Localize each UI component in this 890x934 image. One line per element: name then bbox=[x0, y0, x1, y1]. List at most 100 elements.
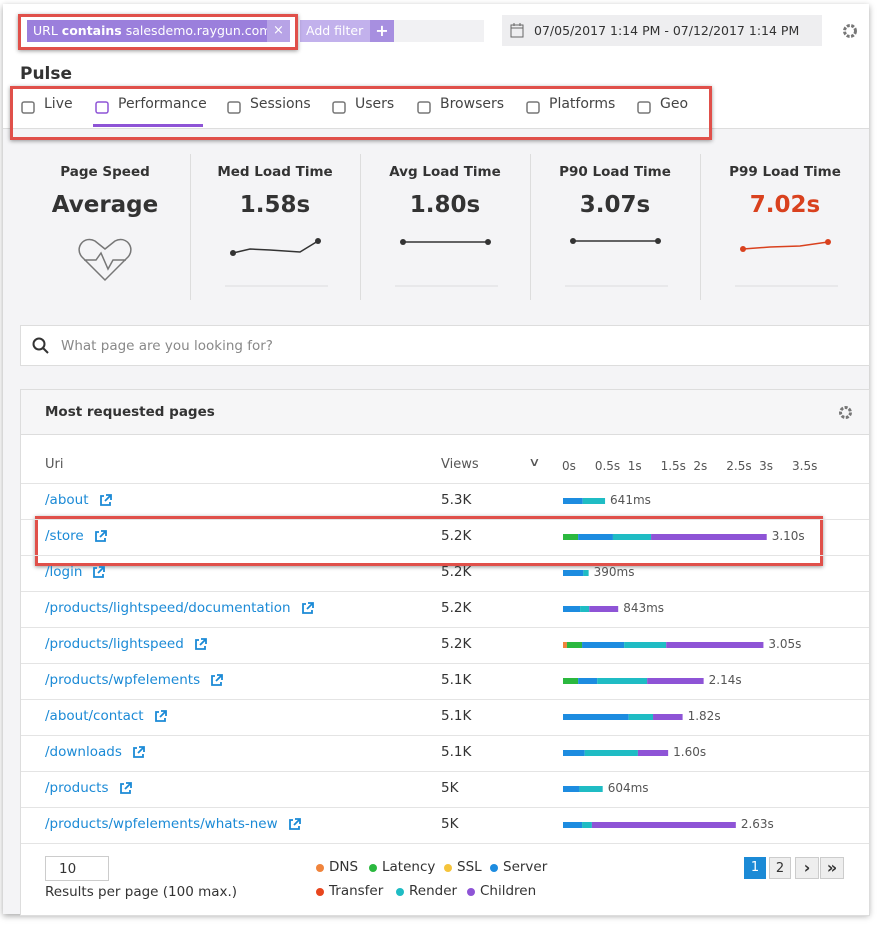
external-link-icon[interactable] bbox=[288, 818, 301, 831]
page-link[interactable]: /downloads bbox=[45, 744, 122, 760]
views: 5.1K bbox=[441, 744, 472, 760]
icon-shape bbox=[301, 602, 314, 614]
panel-title: Most requested pages bbox=[45, 404, 215, 420]
x-tick-label: 3.5s bbox=[792, 459, 818, 473]
views: 5.3K bbox=[441, 492, 472, 508]
timing-segment bbox=[579, 786, 603, 792]
sparkline-dot bbox=[315, 238, 321, 244]
calendar-icon bbox=[510, 23, 524, 38]
sort-icon[interactable]: ∨ bbox=[528, 455, 541, 469]
search-box[interactable]: What page are you looking for? bbox=[20, 325, 870, 366]
row-divider bbox=[21, 771, 869, 772]
tab-icon bbox=[526, 101, 540, 114]
remove-filter[interactable]: × bbox=[267, 20, 290, 42]
page-link[interactable]: /products/lightspeed bbox=[45, 636, 184, 652]
kpi-value: 7.02s bbox=[749, 192, 821, 218]
icon-shape bbox=[94, 530, 107, 542]
load-time: 3.05s bbox=[768, 637, 802, 651]
row-divider bbox=[21, 843, 869, 844]
row-divider bbox=[21, 519, 869, 520]
timing-segment bbox=[647, 678, 704, 684]
last-page-button[interactable]: » bbox=[820, 857, 844, 879]
sparkline-dot bbox=[655, 238, 661, 244]
external-link-icon[interactable] bbox=[119, 782, 132, 795]
sparkline bbox=[742, 241, 829, 250]
per-page-input[interactable]: 10 bbox=[45, 856, 109, 881]
timing-segment bbox=[563, 822, 583, 828]
panel-header bbox=[21, 390, 869, 435]
timing-segment bbox=[591, 822, 736, 828]
timing-segment bbox=[584, 750, 638, 756]
external-link-icon[interactable] bbox=[154, 710, 167, 723]
tab[interactable]: Sessions bbox=[250, 96, 311, 112]
load-time: 390ms bbox=[593, 565, 635, 579]
icon-shape bbox=[332, 101, 346, 114]
kpi-graphic bbox=[735, 239, 838, 287]
x-tick-label: 1s bbox=[627, 459, 642, 473]
page-link[interactable]: /login bbox=[45, 564, 83, 580]
icon-shape bbox=[526, 101, 540, 114]
legend-dot bbox=[396, 888, 404, 896]
page-link[interactable]: /products/wpfelements bbox=[45, 672, 201, 688]
page-link[interactable]: /products/lightspeed/documentation bbox=[45, 600, 291, 616]
filter-chip[interactable]: URL contains salesdemo.raygun.com × bbox=[27, 20, 290, 42]
views: 5.2K bbox=[441, 636, 472, 652]
add-filter-button[interactable]: Add filter + bbox=[300, 20, 394, 42]
page-link[interactable]: /products bbox=[45, 780, 109, 796]
page-link[interactable]: /about/contact bbox=[45, 708, 144, 724]
legend-dot bbox=[369, 864, 377, 872]
tab[interactable]: Platforms bbox=[549, 96, 616, 112]
page-link[interactable]: /products/wpfelements/whats-new bbox=[45, 816, 278, 832]
page-link[interactable]: /about bbox=[45, 492, 89, 508]
tab[interactable]: Live bbox=[44, 96, 73, 112]
sparkline-dot bbox=[230, 250, 236, 256]
settings-icon[interactable] bbox=[841, 22, 859, 40]
filter-input[interactable] bbox=[394, 20, 484, 42]
x-tick-label: 2s bbox=[693, 459, 708, 473]
timing-segment bbox=[628, 714, 654, 720]
external-link-icon[interactable] bbox=[92, 566, 106, 579]
sparkline-dot bbox=[570, 238, 576, 244]
timing-segment bbox=[580, 606, 590, 612]
tab-icon bbox=[95, 101, 109, 114]
tab[interactable]: Performance bbox=[118, 96, 207, 112]
external-link-icon[interactable] bbox=[99, 494, 112, 507]
load-time: 2.14s bbox=[708, 673, 742, 687]
timing-segment bbox=[582, 498, 606, 504]
icon-shape bbox=[21, 101, 35, 114]
load-time: 3.10s bbox=[771, 529, 805, 543]
page-link[interactable]: /store bbox=[45, 528, 84, 544]
next-page-button[interactable]: › bbox=[795, 857, 819, 879]
external-link-icon[interactable] bbox=[194, 638, 207, 651]
external-link-icon[interactable] bbox=[210, 674, 224, 687]
legend-label: SSL bbox=[457, 859, 482, 875]
timing-segment bbox=[563, 534, 579, 540]
kpi-label: Page Speed bbox=[60, 164, 150, 180]
page-button[interactable]: 1 bbox=[744, 857, 766, 879]
tab[interactable]: Geo bbox=[660, 96, 689, 112]
load-time: 1.82s bbox=[687, 709, 721, 723]
timing-segment bbox=[578, 678, 598, 684]
kpi-value: 3.07s bbox=[579, 192, 651, 218]
external-link-icon[interactable] bbox=[94, 530, 107, 543]
tab-icon bbox=[21, 101, 35, 114]
timing-segment bbox=[563, 642, 567, 648]
tab[interactable]: Users bbox=[355, 96, 395, 112]
kpi-value: Average bbox=[51, 192, 159, 218]
tab[interactable]: Browsers bbox=[440, 96, 505, 112]
kpi-divider bbox=[530, 154, 531, 300]
external-link-icon[interactable] bbox=[132, 746, 145, 759]
timing-segment bbox=[563, 714, 629, 720]
date-picker[interactable]: 07/05/2017 1:14 PM - 07/12/2017 1:14 PM bbox=[502, 15, 822, 46]
panel-settings-icon[interactable] bbox=[837, 404, 854, 421]
icon-shape bbox=[99, 494, 112, 506]
external-link-icon[interactable] bbox=[301, 602, 314, 615]
timing-bar bbox=[563, 570, 589, 576]
timing-segment bbox=[582, 642, 625, 648]
kpi-label: Med Load Time bbox=[217, 164, 333, 180]
icon-shape bbox=[95, 101, 109, 114]
page-button[interactable]: 2 bbox=[769, 857, 791, 879]
legend-label: Server bbox=[503, 859, 548, 875]
kpi-graphic bbox=[565, 238, 668, 287]
